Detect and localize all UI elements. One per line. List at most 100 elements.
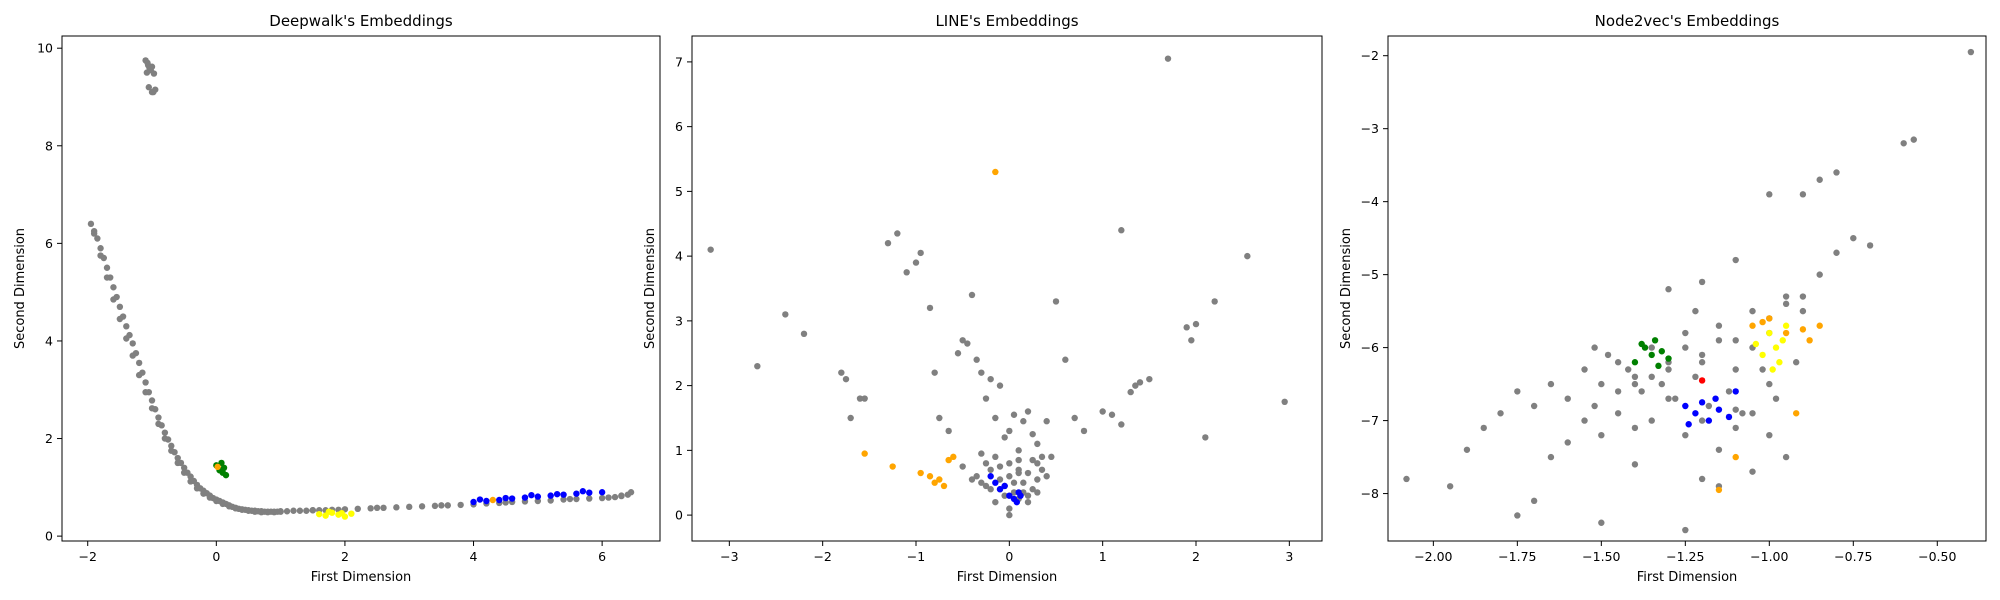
data-point: [393, 504, 400, 511]
data-point: [534, 493, 542, 500]
data-point: [1015, 456, 1022, 464]
data-point: [1685, 421, 1692, 428]
data-point: [438, 502, 445, 509]
data-point: [161, 429, 169, 436]
data-point: [418, 503, 426, 510]
data-point: [1698, 399, 1706, 406]
data-point: [1638, 340, 1645, 348]
x-tick-label: −0.50: [1918, 549, 1956, 564]
data-point: [406, 503, 413, 511]
x-axis-label: First Dimension: [1637, 570, 1738, 585]
data-point: [889, 463, 896, 470]
data-point: [1967, 48, 1975, 56]
data-point: [1782, 322, 1790, 329]
data-point: [931, 479, 938, 486]
data-point: [1715, 322, 1723, 329]
data-point: [1799, 326, 1807, 333]
data-point: [707, 246, 714, 253]
data-point: [1010, 479, 1018, 486]
data-point: [303, 507, 310, 514]
data-point: [1658, 348, 1666, 355]
data-point: [1604, 351, 1612, 359]
data-point: [373, 504, 381, 512]
data-point: [611, 493, 619, 501]
data-point: [489, 496, 497, 504]
x-tick-label: −2.00: [1414, 549, 1452, 564]
data-point: [1001, 482, 1008, 490]
data-point: [214, 463, 221, 471]
data-point: [987, 486, 994, 493]
data-point: [566, 495, 574, 503]
x-axis-label: First Dimension: [311, 570, 412, 585]
x-tick-label: −2: [79, 549, 97, 564]
data-point: [1202, 434, 1209, 441]
data-point: [1782, 453, 1790, 461]
data-point: [954, 350, 962, 357]
data-point: [1816, 322, 1823, 329]
data-point: [521, 494, 529, 501]
data-point: [1038, 466, 1046, 473]
data-point: [959, 337, 966, 344]
data-point: [325, 508, 333, 515]
data-point: [1614, 388, 1622, 395]
data-point: [129, 352, 136, 359]
data-point: [1648, 351, 1655, 359]
data-point: [1547, 380, 1555, 388]
data-point: [1900, 140, 1907, 147]
data-point: [936, 414, 943, 422]
data-point: [1782, 329, 1790, 337]
data-point: [1698, 417, 1706, 424]
data-point: [1651, 337, 1659, 344]
data-point: [996, 382, 1004, 389]
data-point: [1648, 344, 1655, 351]
data-point: [180, 469, 188, 476]
y-tick-label: 3: [675, 313, 683, 328]
data-point: [1766, 315, 1773, 322]
data-point: [1833, 169, 1840, 176]
data-point: [1164, 55, 1172, 62]
data-point: [1692, 410, 1699, 417]
data-point: [103, 274, 111, 281]
data-point: [838, 369, 845, 376]
data-point: [1665, 355, 1672, 362]
data-point: [912, 259, 920, 266]
data-point: [1188, 337, 1195, 344]
data-point: [200, 490, 207, 497]
series-5: [1715, 315, 1823, 494]
data-point: [1816, 176, 1823, 183]
data-point: [1682, 344, 1689, 351]
data-point: [1006, 460, 1013, 467]
data-point: [996, 463, 1004, 470]
data-point: [296, 507, 304, 514]
series-5: [214, 463, 497, 504]
data-point: [987, 473, 994, 480]
data-point: [155, 414, 162, 421]
x-axis-label: First Dimension: [957, 570, 1058, 585]
data-point: [129, 340, 136, 347]
data-point: [1655, 362, 1662, 370]
data-point: [1564, 395, 1571, 402]
data-point: [1614, 359, 1622, 366]
data-point: [1715, 337, 1723, 344]
series-6: [1698, 377, 1706, 384]
data-point: [903, 269, 910, 276]
data-point: [982, 460, 990, 467]
data-point: [283, 508, 291, 515]
data-point: [354, 505, 361, 512]
plot-frame: [691, 35, 1323, 542]
data-point: [1034, 489, 1041, 496]
data-point: [1799, 293, 1807, 300]
data-point: [1020, 479, 1027, 486]
data-point: [1698, 359, 1706, 366]
x-tick-label: 0: [212, 549, 220, 564]
data-point: [1006, 427, 1013, 435]
data-point: [1403, 475, 1410, 483]
data-point: [220, 464, 228, 472]
data-point: [168, 447, 175, 454]
data-point: [528, 491, 535, 499]
data-point: [1799, 191, 1807, 198]
x-tick-label: 6: [598, 549, 606, 564]
series-1: [707, 55, 1288, 519]
x-tick-label: −2: [813, 549, 831, 564]
data-point: [1211, 298, 1218, 305]
